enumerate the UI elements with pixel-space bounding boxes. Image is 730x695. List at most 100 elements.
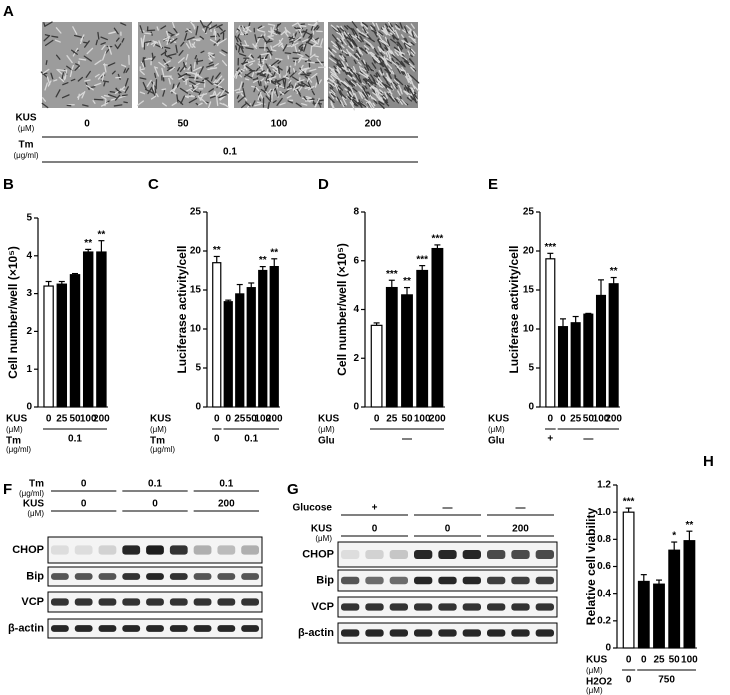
cell (332, 68, 337, 76)
cell (152, 40, 159, 44)
blot-band (217, 545, 236, 555)
cell (330, 75, 336, 82)
cell (408, 95, 411, 101)
cell (44, 34, 50, 37)
cell (188, 97, 198, 104)
cell (191, 43, 196, 48)
cell (241, 102, 248, 109)
cell (55, 89, 61, 98)
condition-unit: (μg/ml) (13, 151, 38, 160)
cell (216, 24, 223, 28)
cell (396, 27, 401, 31)
cell (216, 96, 219, 107)
cell (242, 87, 246, 98)
blot-band (511, 550, 530, 559)
cell (389, 38, 397, 44)
cell (330, 55, 339, 63)
x-tick-label: 200 (93, 414, 110, 425)
blot-band (462, 576, 481, 585)
cell (375, 22, 380, 31)
cell (337, 27, 342, 35)
cell (275, 57, 283, 61)
cell (195, 59, 204, 63)
bar (246, 287, 256, 408)
cell (378, 80, 385, 88)
group-label: + (547, 434, 553, 445)
cell (251, 72, 255, 78)
cell (376, 89, 383, 96)
cell (334, 57, 340, 62)
cell (259, 54, 262, 65)
cell (145, 40, 152, 44)
blot-band (462, 550, 481, 559)
y-tick-label: 15 (523, 285, 535, 296)
cell (198, 66, 204, 75)
cell (269, 53, 272, 59)
cell (360, 102, 367, 108)
condition-label: Tm (6, 436, 21, 447)
cell (412, 76, 420, 84)
cell (188, 39, 192, 48)
cell (378, 57, 384, 65)
cell (256, 69, 265, 76)
cell (234, 88, 241, 92)
blot-band (241, 573, 259, 580)
cell (393, 46, 401, 52)
x-tick-label: 0 (626, 655, 632, 666)
cell (308, 98, 315, 101)
x-tick-label: 50 (583, 414, 595, 425)
cell (383, 83, 388, 89)
group-label: 200 (218, 499, 235, 510)
cell (310, 73, 318, 79)
cell (195, 25, 199, 36)
cell (237, 95, 246, 103)
cell (384, 68, 392, 74)
cell (328, 47, 332, 52)
cell (154, 88, 157, 94)
x-tick-label: 0 (560, 414, 566, 425)
blot-label: CHOP (302, 548, 334, 560)
cell (339, 32, 344, 40)
cell (411, 93, 417, 101)
cell (55, 54, 61, 60)
cell (219, 95, 226, 101)
cell (215, 75, 223, 84)
condition-unit: (μM) (318, 425, 335, 434)
cell (395, 61, 400, 66)
cell (152, 42, 157, 47)
significance: *** (544, 242, 556, 253)
cell (274, 87, 279, 97)
cell (113, 27, 119, 35)
cell (83, 55, 92, 62)
cell (336, 65, 342, 71)
condition-unit: (μM) (315, 534, 332, 543)
blot-band (74, 573, 93, 580)
cell (350, 67, 358, 76)
cell (47, 80, 52, 87)
cell (330, 93, 336, 98)
group-label: — (516, 503, 526, 514)
cell (299, 25, 307, 28)
x-tick-label: 50 (246, 414, 258, 425)
blot-band (51, 545, 69, 555)
cell (188, 88, 194, 93)
cell (367, 101, 372, 109)
condition-unit: (μM) (18, 124, 35, 133)
cell (78, 58, 87, 61)
blot-band (217, 598, 236, 606)
blot-band (193, 625, 212, 632)
cell (292, 88, 298, 92)
bar (401, 294, 413, 408)
condition-value: 0.1 (223, 147, 237, 158)
blot-band (414, 576, 433, 585)
cell (144, 32, 152, 35)
condition-label: Tm (19, 140, 34, 151)
cell (389, 23, 393, 28)
blot-band (122, 545, 141, 555)
cell (341, 32, 345, 40)
cell (401, 66, 405, 72)
cell (190, 94, 195, 97)
bar (370, 324, 383, 408)
blot-band (414, 603, 433, 611)
cell (115, 88, 122, 94)
